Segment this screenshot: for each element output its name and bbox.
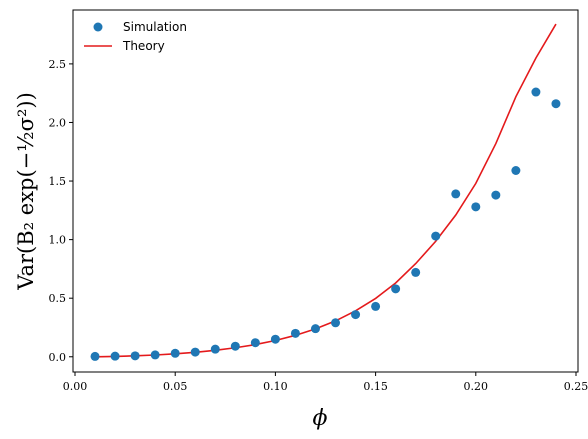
simulation-point [511,165,521,175]
x-axis-label: ϕ [313,406,328,431]
axes-frame [72,9,579,373]
legend-marker-simulation [93,22,103,32]
y-tick-label: 0.5 [49,292,67,305]
y-tick-label: 2.0 [49,116,67,129]
simulation-point [310,324,320,334]
legend: Simulation Theory [84,20,187,53]
x-tick-label: 0.20 [464,380,489,393]
simulation-point [531,87,541,97]
simulation-point [90,351,100,361]
legend-label-simulation: Simulation [123,20,187,34]
simulation-point [551,99,561,109]
simulation-point [150,350,160,360]
y-axis-label: Var(B₂ exp(−½σ²)) [14,92,38,291]
simulation-point [110,351,120,361]
legend-label-theory: Theory [122,39,165,53]
simulation-point [451,189,461,199]
y-axis: 0.0 0.5 1.0 1.5 2.0 2.5 [49,58,73,364]
plot-area [90,23,561,361]
simulation-point [431,231,441,241]
x-tick-label: 0.15 [363,380,388,393]
simulation-point [471,202,481,212]
simulation-point [130,351,140,361]
x-tick-label: 0.25 [564,380,588,393]
simulation-point [331,318,341,328]
simulation-point [270,334,280,344]
simulation-point [491,190,501,200]
y-tick-label: 1.5 [49,175,67,188]
simulation-point [210,344,220,354]
simulation-point [290,328,300,338]
simulation-point [371,301,381,311]
simulation-point [190,347,200,357]
y-tick-label: 0.0 [49,351,67,364]
simulation-point [411,267,421,277]
x-tick-label: 0.00 [63,380,88,393]
simulation-point [230,341,240,351]
simulation-point [250,338,260,348]
y-tick-label: 1.0 [49,234,67,247]
simulation-point [170,348,180,358]
y-tick-label: 2.5 [49,58,67,71]
simulation-point [391,284,401,294]
x-axis: 0.00 0.05 0.10 0.15 0.20 0.25 [63,372,588,393]
x-tick-label: 0.10 [263,380,288,393]
theory-line [95,23,557,358]
simulation-point [351,310,361,320]
x-tick-label: 0.05 [163,380,188,393]
